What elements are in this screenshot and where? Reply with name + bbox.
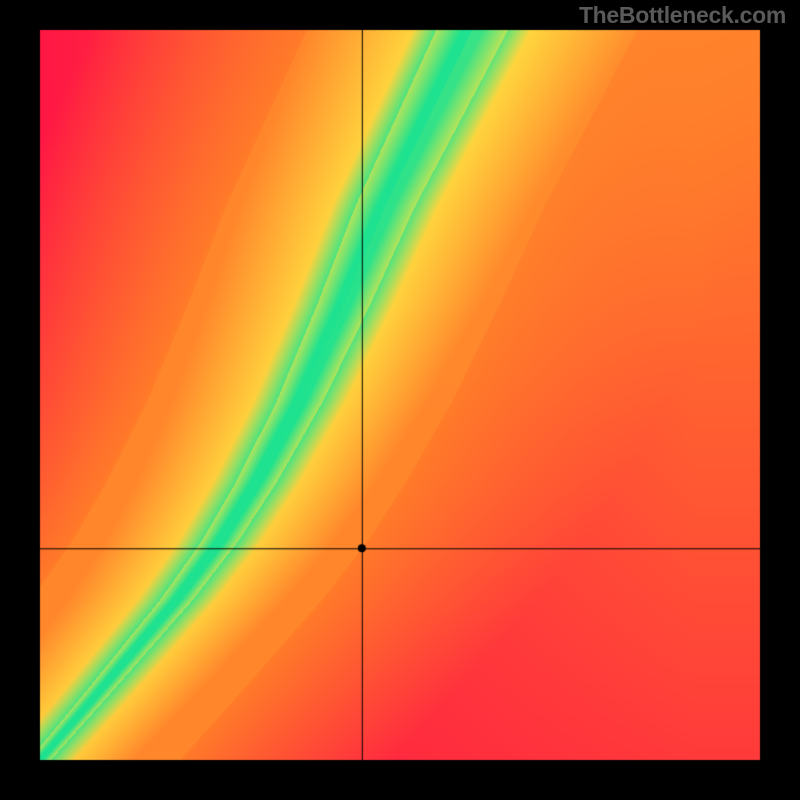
watermark: TheBottleneck.com	[579, 2, 786, 29]
heatmap-canvas	[0, 0, 800, 800]
